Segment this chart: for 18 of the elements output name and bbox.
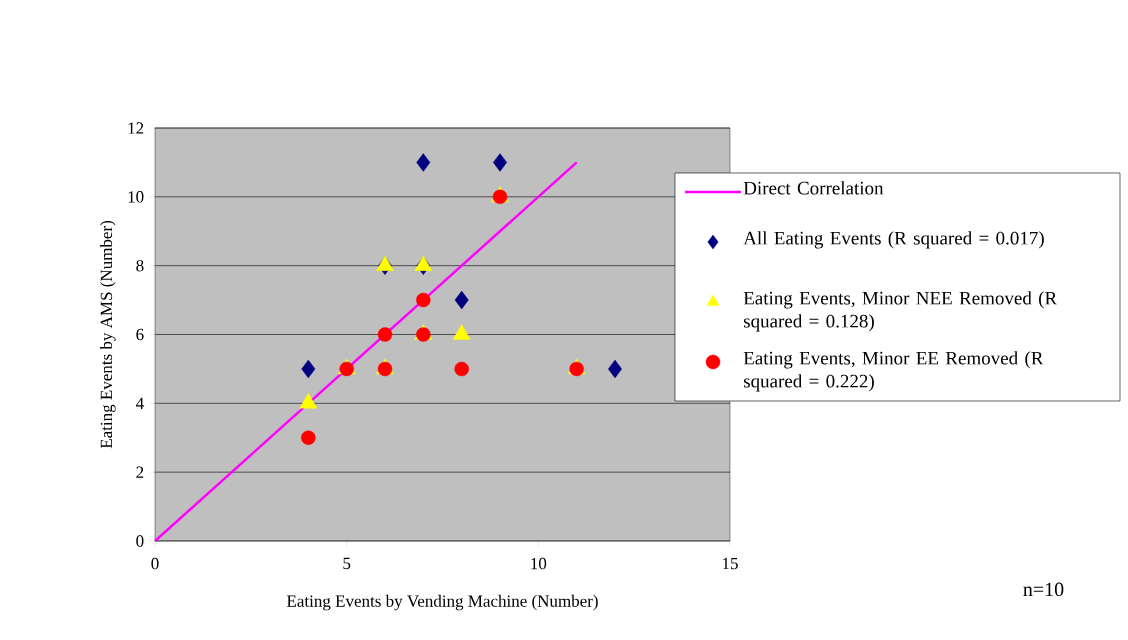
legend-label: All Eating Events (R squared = 0.017) (743, 231, 1044, 249)
text: n=10 (1023, 582, 1064, 597)
y-tick-label: 8 (136, 259, 144, 272)
x-tick-label: 5 (343, 557, 351, 570)
legend-label: Eating Events, Minor NEE Removed (R squared = 0.128) (743, 291, 1058, 332)
y-axis-title: Eating Events by AMS (Number) (100, 220, 116, 449)
y-tick-label: 6 (136, 328, 144, 341)
x-axis-title: Eating Events by Vending Machine (Number) (286, 594, 598, 611)
x-tick-label: 15 (722, 557, 738, 570)
y-tick-label: 0 (136, 535, 144, 547)
legend-label: Direct Correlation (743, 181, 884, 195)
y-tick-label: 10 (128, 191, 144, 203)
legend-label: Eating Events, Minor EE Removed (R squared = 0.222) (743, 351, 1044, 392)
x-tick-label: 10 (531, 557, 547, 570)
y-tick-label: 4 (135, 397, 144, 409)
y-tick-label: 2 (136, 466, 144, 478)
y-tick-label: 12 (128, 122, 144, 134)
x-tick-label: 0 (151, 557, 159, 570)
